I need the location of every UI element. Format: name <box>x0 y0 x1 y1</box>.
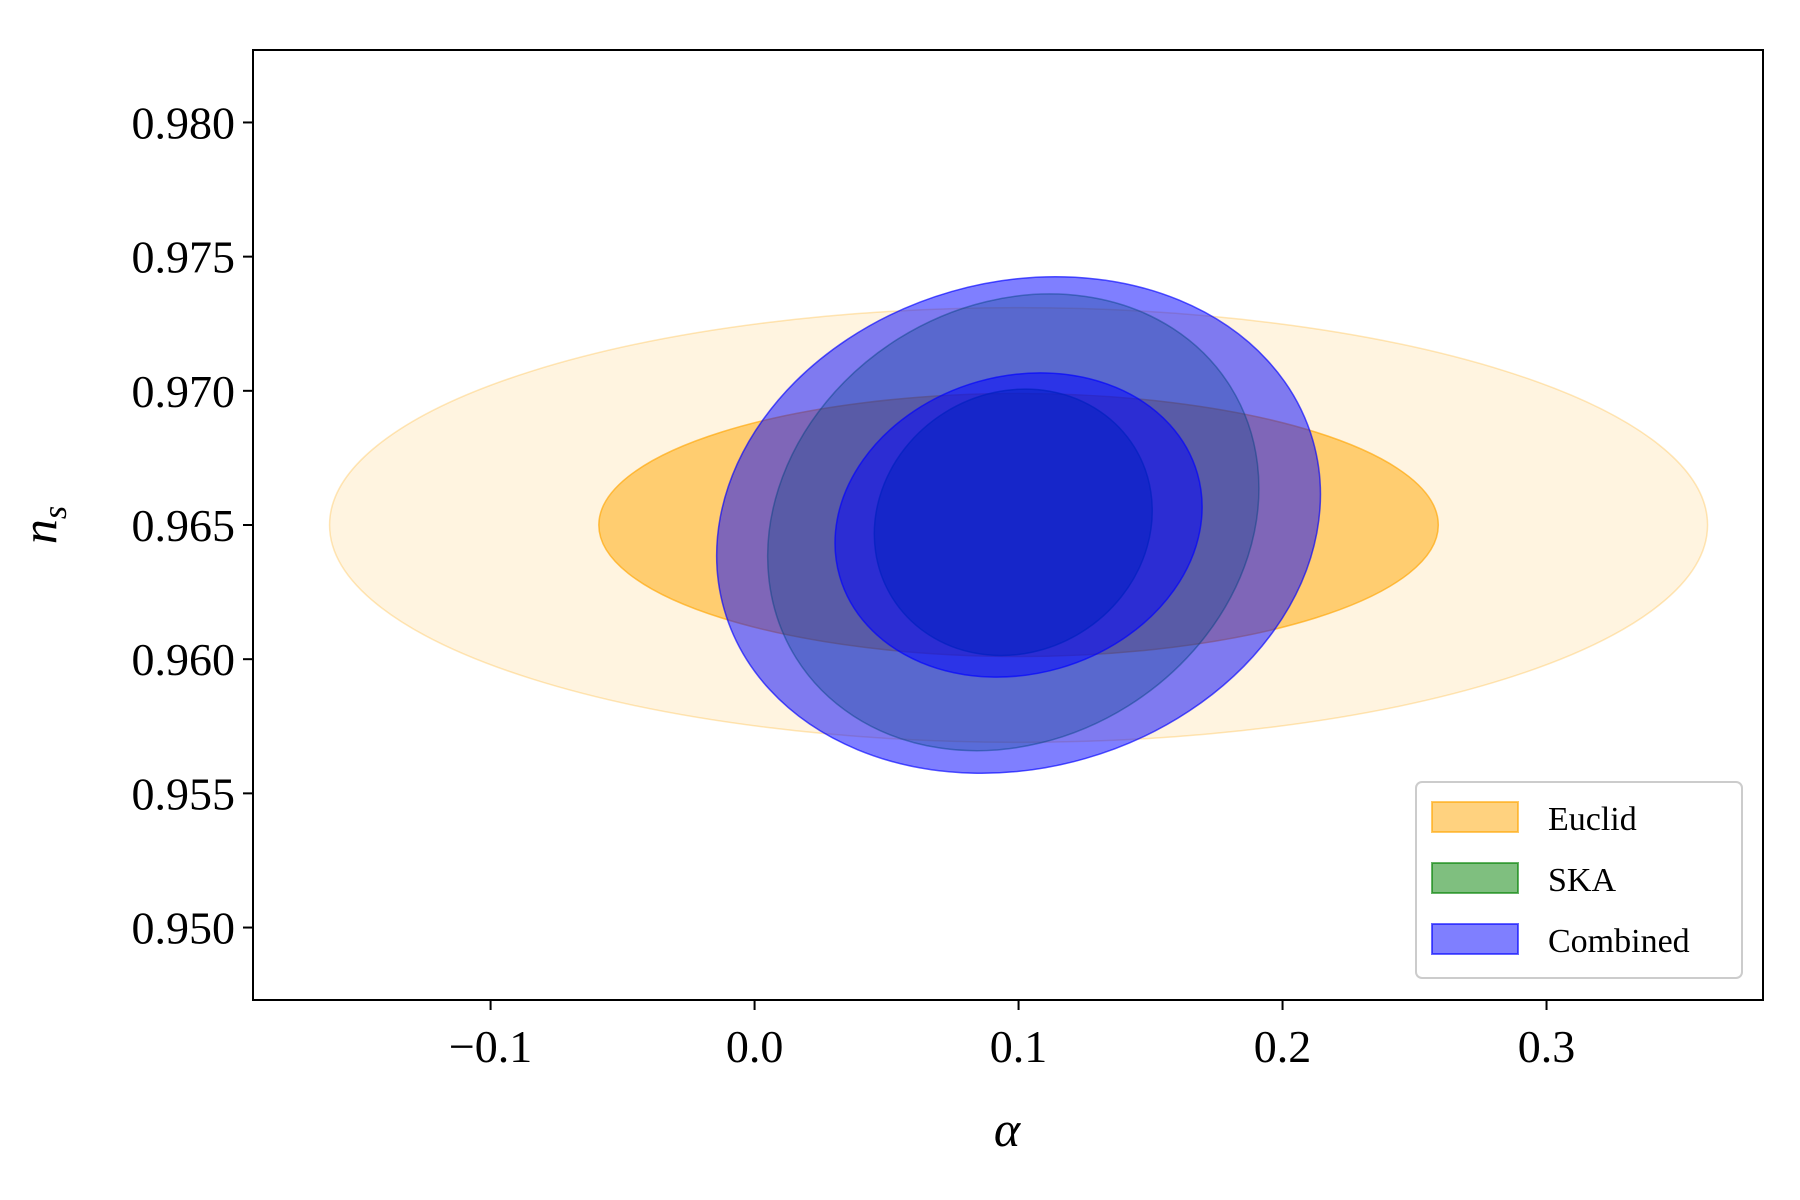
legend-label-combined: Combined <box>1548 923 1690 960</box>
y-tick-label: 0.970 <box>132 366 236 417</box>
y-tick-label: 0.955 <box>132 768 236 819</box>
svg-text:ns: ns <box>11 506 74 544</box>
legend-swatch-ska <box>1431 862 1519 894</box>
x-tick-label: 0.3 <box>1518 1021 1576 1072</box>
contour-combined-1sigma <box>834 372 1203 678</box>
y-tick-label: 0.975 <box>132 232 236 283</box>
y-axis-label: ns <box>11 506 74 544</box>
x-axis-ticks: −0.1 0.0 0.1 0.2 0.3 <box>449 1000 1575 1072</box>
y-axis-label-main: n <box>11 519 67 544</box>
x-tick-label: 0.0 <box>726 1021 784 1072</box>
x-tick-label: 0.2 <box>1254 1021 1312 1072</box>
x-tick-label: 0.1 <box>990 1021 1048 1072</box>
legend-label-ska: SKA <box>1548 862 1616 899</box>
x-tick-label: −0.1 <box>449 1021 532 1072</box>
legend-label-euclid: Euclid <box>1548 801 1637 838</box>
legend-swatch-euclid <box>1431 801 1519 833</box>
legend: Euclid SKA Combined <box>1415 781 1743 979</box>
x-axis-label: α <box>994 1101 1022 1157</box>
y-axis-ticks: 0.950 0.955 0.960 0.965 0.970 0.975 0.980 <box>132 97 253 954</box>
y-tick-label: 0.980 <box>132 97 236 148</box>
legend-swatch-combined <box>1431 923 1519 955</box>
y-tick-label: 0.960 <box>132 634 236 685</box>
y-tick-label: 0.950 <box>132 903 236 954</box>
contour-layer <box>328 276 1709 774</box>
y-axis-label-subscript: s <box>37 506 74 519</box>
y-tick-label: 0.965 <box>132 500 236 551</box>
